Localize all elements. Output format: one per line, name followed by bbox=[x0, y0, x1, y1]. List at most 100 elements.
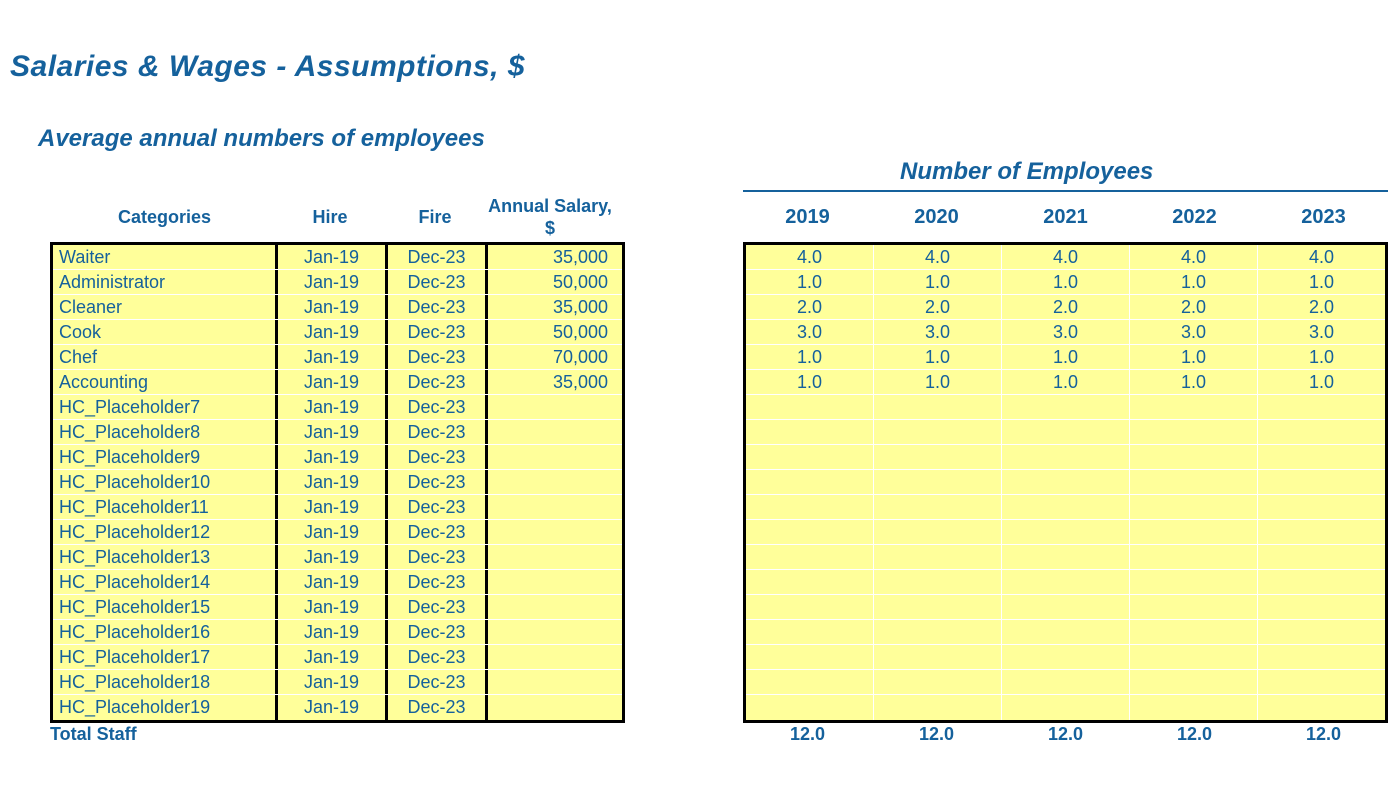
cell-hire[interactable]: Jan-19 bbox=[278, 645, 388, 669]
cell-fire[interactable]: Dec-23 bbox=[388, 270, 488, 294]
cell-count[interactable] bbox=[874, 595, 1002, 619]
cell-count[interactable]: 2.0 bbox=[1258, 295, 1385, 319]
cell-count[interactable]: 4.0 bbox=[746, 245, 874, 269]
cell-count[interactable] bbox=[1002, 495, 1130, 519]
cell-category[interactable]: HC_Placeholder8 bbox=[53, 420, 278, 444]
cell-count[interactable]: 3.0 bbox=[874, 320, 1002, 344]
cell-count[interactable] bbox=[874, 545, 1002, 569]
cell-category[interactable]: HC_Placeholder13 bbox=[53, 545, 278, 569]
cell-count[interactable]: 2.0 bbox=[874, 295, 1002, 319]
cell-count[interactable] bbox=[1258, 545, 1385, 569]
cell-salary[interactable] bbox=[488, 495, 618, 519]
cell-count[interactable] bbox=[746, 445, 874, 469]
cell-hire[interactable]: Jan-19 bbox=[278, 620, 388, 644]
cell-fire[interactable]: Dec-23 bbox=[388, 395, 488, 419]
cell-count[interactable]: 1.0 bbox=[874, 345, 1002, 369]
cell-count[interactable]: 2.0 bbox=[1002, 295, 1130, 319]
cell-count[interactable] bbox=[874, 420, 1002, 444]
cell-fire[interactable]: Dec-23 bbox=[388, 495, 488, 519]
cell-count[interactable] bbox=[1130, 695, 1258, 720]
cell-salary[interactable] bbox=[488, 695, 618, 720]
cell-hire[interactable]: Jan-19 bbox=[278, 370, 388, 394]
cell-count[interactable] bbox=[874, 395, 1002, 419]
cell-count[interactable] bbox=[1002, 520, 1130, 544]
cell-count[interactable] bbox=[1258, 670, 1385, 694]
cell-count[interactable] bbox=[1258, 445, 1385, 469]
cell-count[interactable]: 1.0 bbox=[1258, 370, 1385, 394]
cell-count[interactable] bbox=[1130, 595, 1258, 619]
cell-count[interactable] bbox=[746, 545, 874, 569]
cell-fire[interactable]: Dec-23 bbox=[388, 345, 488, 369]
cell-count[interactable] bbox=[874, 670, 1002, 694]
cell-count[interactable] bbox=[746, 695, 874, 720]
cell-fire[interactable]: Dec-23 bbox=[388, 595, 488, 619]
cell-count[interactable] bbox=[1130, 545, 1258, 569]
cell-count[interactable] bbox=[1002, 470, 1130, 494]
cell-count[interactable] bbox=[874, 620, 1002, 644]
cell-hire[interactable]: Jan-19 bbox=[278, 320, 388, 344]
cell-salary[interactable] bbox=[488, 645, 618, 669]
cell-count[interactable]: 4.0 bbox=[1258, 245, 1385, 269]
cell-count[interactable] bbox=[1258, 595, 1385, 619]
cell-count[interactable] bbox=[1258, 520, 1385, 544]
cell-hire[interactable]: Jan-19 bbox=[278, 595, 388, 619]
cell-category[interactable]: Waiter bbox=[53, 245, 278, 269]
cell-count[interactable]: 3.0 bbox=[1258, 320, 1385, 344]
cell-count[interactable]: 3.0 bbox=[746, 320, 874, 344]
cell-category[interactable]: HC_Placeholder10 bbox=[53, 470, 278, 494]
cell-count[interactable] bbox=[1130, 670, 1258, 694]
cell-count[interactable] bbox=[1002, 420, 1130, 444]
cell-category[interactable]: HC_Placeholder7 bbox=[53, 395, 278, 419]
cell-count[interactable] bbox=[874, 645, 1002, 669]
cell-count[interactable] bbox=[1258, 645, 1385, 669]
cell-fire[interactable]: Dec-23 bbox=[388, 370, 488, 394]
cell-count[interactable]: 4.0 bbox=[1002, 245, 1130, 269]
cell-count[interactable]: 1.0 bbox=[1258, 345, 1385, 369]
cell-count[interactable] bbox=[746, 645, 874, 669]
cell-count[interactable]: 1.0 bbox=[1258, 270, 1385, 294]
cell-category[interactable]: Cleaner bbox=[53, 295, 278, 319]
cell-count[interactable]: 3.0 bbox=[1130, 320, 1258, 344]
cell-count[interactable] bbox=[1130, 645, 1258, 669]
cell-salary[interactable] bbox=[488, 445, 618, 469]
cell-salary[interactable] bbox=[488, 395, 618, 419]
cell-category[interactable]: HC_Placeholder14 bbox=[53, 570, 278, 594]
cell-count[interactable]: 1.0 bbox=[1130, 370, 1258, 394]
cell-salary[interactable] bbox=[488, 545, 618, 569]
cell-salary[interactable]: 50,000 bbox=[488, 320, 618, 344]
cell-count[interactable]: 2.0 bbox=[1130, 295, 1258, 319]
cell-fire[interactable]: Dec-23 bbox=[388, 620, 488, 644]
cell-hire[interactable]: Jan-19 bbox=[278, 570, 388, 594]
cell-hire[interactable]: Jan-19 bbox=[278, 545, 388, 569]
cell-count[interactable] bbox=[874, 520, 1002, 544]
cell-count[interactable] bbox=[1002, 395, 1130, 419]
cell-count[interactable] bbox=[1002, 695, 1130, 720]
cell-count[interactable] bbox=[746, 495, 874, 519]
cell-category[interactable]: HC_Placeholder12 bbox=[53, 520, 278, 544]
cell-hire[interactable]: Jan-19 bbox=[278, 695, 388, 720]
cell-count[interactable] bbox=[1002, 570, 1130, 594]
cell-count[interactable] bbox=[746, 670, 874, 694]
cell-count[interactable]: 1.0 bbox=[874, 270, 1002, 294]
cell-count[interactable] bbox=[874, 470, 1002, 494]
cell-salary[interactable]: 35,000 bbox=[488, 370, 618, 394]
cell-count[interactable] bbox=[1258, 570, 1385, 594]
cell-count[interactable] bbox=[874, 695, 1002, 720]
cell-hire[interactable]: Jan-19 bbox=[278, 345, 388, 369]
cell-hire[interactable]: Jan-19 bbox=[278, 245, 388, 269]
cell-count[interactable] bbox=[1130, 445, 1258, 469]
cell-hire[interactable]: Jan-19 bbox=[278, 295, 388, 319]
cell-count[interactable] bbox=[1258, 420, 1385, 444]
cell-hire[interactable]: Jan-19 bbox=[278, 495, 388, 519]
cell-fire[interactable]: Dec-23 bbox=[388, 245, 488, 269]
cell-count[interactable] bbox=[874, 495, 1002, 519]
cell-count[interactable] bbox=[1130, 420, 1258, 444]
cell-count[interactable] bbox=[1002, 670, 1130, 694]
cell-count[interactable] bbox=[1130, 395, 1258, 419]
cell-salary[interactable] bbox=[488, 470, 618, 494]
cell-count[interactable]: 4.0 bbox=[1130, 245, 1258, 269]
cell-count[interactable]: 1.0 bbox=[1130, 345, 1258, 369]
cell-count[interactable] bbox=[1002, 645, 1130, 669]
cell-category[interactable]: HC_Placeholder16 bbox=[53, 620, 278, 644]
cell-count[interactable] bbox=[1130, 520, 1258, 544]
